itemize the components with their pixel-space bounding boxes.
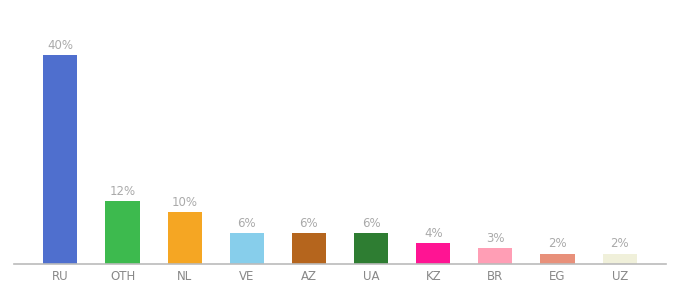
Bar [105,201,139,264]
Text: 4%: 4% [424,227,443,240]
Bar [541,254,575,264]
Bar [292,233,326,264]
Text: 2%: 2% [611,237,629,250]
Text: 6%: 6% [237,217,256,230]
Text: 2%: 2% [548,237,567,250]
Text: 12%: 12% [109,185,135,198]
Text: 6%: 6% [362,217,380,230]
Bar [354,233,388,264]
Text: 40%: 40% [48,39,73,52]
Bar [230,233,264,264]
Text: 3%: 3% [486,232,505,245]
Bar [44,55,78,264]
Bar [602,254,636,264]
Bar [416,243,450,264]
Bar [167,212,202,264]
Bar [478,248,513,264]
Text: 6%: 6% [300,217,318,230]
Text: 10%: 10% [171,196,198,209]
